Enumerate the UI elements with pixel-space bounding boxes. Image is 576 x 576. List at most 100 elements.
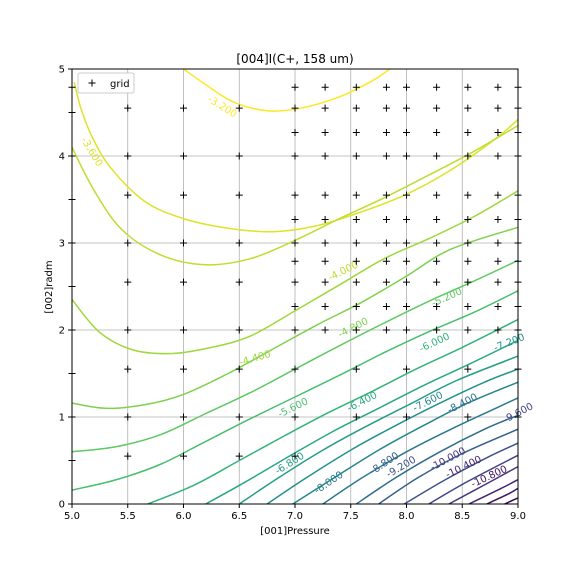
grid-point-marker (433, 303, 441, 311)
grid-point-marker (403, 303, 410, 311)
grid-point-marker (180, 239, 187, 247)
grid-point-marker (124, 452, 132, 460)
contour-line (238, 355, 519, 505)
grid-point-marker (433, 152, 441, 160)
grid-point-marker (291, 303, 299, 311)
grid-point-marker (321, 239, 329, 247)
grid-point-marker (291, 239, 299, 247)
grid-point-marker (382, 239, 390, 247)
grid-points (68, 83, 522, 508)
grid-point-marker (321, 152, 329, 160)
grid-point-marker (124, 413, 132, 421)
grid-point-marker (291, 129, 299, 137)
grid-point-marker (124, 326, 132, 334)
grid-point-marker (235, 152, 243, 160)
grid-point-marker (321, 83, 329, 91)
grid-point-marker (291, 365, 299, 373)
grid-point-marker (180, 278, 187, 286)
grid-point-marker (235, 278, 243, 286)
grid-point-marker (291, 413, 299, 421)
grid-point-marker (403, 104, 410, 112)
contour-line (322, 397, 519, 505)
contour-line (355, 414, 519, 505)
grid-point-marker (464, 278, 472, 286)
chart-title: [004]I(C+, 158 um) (236, 52, 353, 66)
grid-point-marker (464, 191, 472, 199)
contour-line (428, 454, 519, 505)
grid-point-marker (321, 278, 329, 286)
legend-entry-grid: grid (110, 79, 130, 90)
grid-point-marker (433, 83, 441, 91)
x-tick-label: 7.5 (343, 511, 359, 522)
grid-point-marker (403, 152, 410, 160)
grid-point-marker (352, 104, 360, 112)
contour-lines (71, 68, 519, 505)
grid-point-marker (494, 239, 502, 247)
grid-point-marker (352, 257, 360, 265)
grid-point-marker (180, 365, 187, 373)
grid-point-marker (352, 365, 360, 373)
grid-point-marker (403, 413, 410, 421)
grid-point-marker (494, 303, 502, 311)
grid-point-marker (382, 83, 390, 91)
grid-point-marker (494, 278, 502, 286)
contour-line (73, 81, 519, 233)
x-tick-label: 5.0 (64, 511, 80, 522)
y-tick-label: 1 (59, 413, 65, 424)
grid-point-marker (464, 303, 472, 311)
grid-point-marker (433, 257, 441, 265)
x-tick-label: 9.0 (510, 511, 526, 522)
grid-point-marker (494, 257, 502, 265)
grid-point-marker (464, 365, 472, 373)
grid-point-marker (321, 104, 329, 112)
grid-point-marker (291, 278, 299, 286)
grid-point-marker (291, 191, 299, 199)
grid-point-marker (235, 104, 243, 112)
grid-point-marker (124, 191, 132, 199)
grid-point-marker (235, 413, 243, 421)
grid-point-marker (403, 83, 410, 91)
grid-point-marker (321, 303, 329, 311)
contour-line (71, 124, 519, 266)
grid-point-marker (180, 452, 187, 460)
grid-point-marker (124, 104, 132, 112)
grid-point-marker (352, 191, 360, 199)
grid-point-marker (235, 326, 243, 334)
grid-point-marker (464, 413, 472, 421)
grid-point-marker (464, 216, 472, 224)
grid-point-marker (464, 326, 472, 334)
grid-point-marker (291, 326, 299, 334)
grid-point-marker (433, 104, 441, 112)
contour-line (486, 487, 519, 505)
contour-line (71, 290, 519, 491)
x-tick-label: 6.0 (176, 511, 192, 522)
grid-point-marker (352, 413, 360, 421)
y-tick-label: 4 (59, 152, 65, 163)
contour-line (266, 368, 519, 505)
contour-line (468, 478, 519, 505)
grid-point-marker (235, 191, 243, 199)
grid-point-marker (291, 104, 299, 112)
grid-point-marker (321, 326, 329, 334)
grid-point-marker (180, 326, 187, 334)
x-tick-label: 6.5 (231, 511, 247, 522)
grid-point-marker (433, 191, 441, 199)
grid-point-marker (180, 104, 187, 112)
contour-line (71, 190, 519, 355)
grid-point-marker (382, 104, 390, 112)
grid-point-marker (382, 152, 390, 160)
grid-point-marker (382, 257, 390, 265)
grid-point-marker (433, 239, 441, 247)
y-tick-label: 2 (59, 326, 65, 337)
x-axis-ticks: 5.0 5.5 6.0 6.5 7.0 7.5 8.0 8.5 9.0 (64, 504, 526, 522)
grid-point-marker (464, 257, 472, 265)
contour-line (448, 465, 519, 505)
contour-line (403, 442, 519, 505)
grid-point-marker (382, 216, 390, 224)
x-tick-label: 8.5 (454, 511, 470, 522)
y-tick-label: 0 (59, 500, 65, 511)
grid-point-marker (494, 83, 502, 91)
grid-point-marker (403, 129, 410, 137)
contour-line (71, 226, 519, 410)
